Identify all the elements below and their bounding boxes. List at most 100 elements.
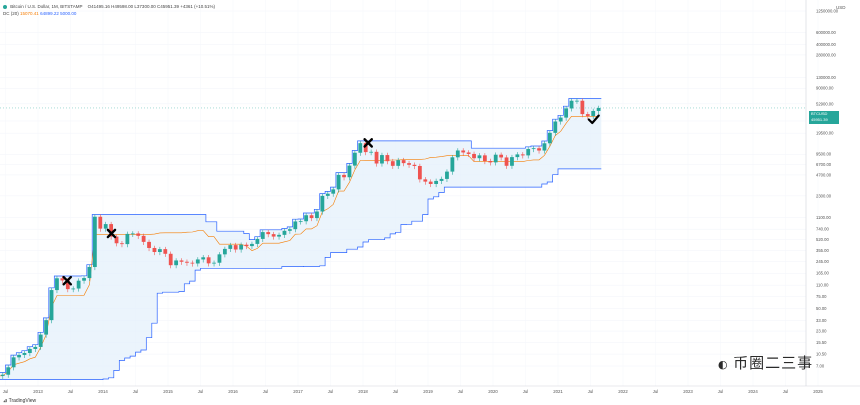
candle-body xyxy=(569,100,574,109)
candle-body xyxy=(109,224,114,237)
candle-body xyxy=(201,257,206,260)
candle-body xyxy=(17,354,21,358)
time-tick-label: Jul xyxy=(393,389,399,394)
price-tick-label: 165.00 xyxy=(816,271,829,276)
candle-body xyxy=(428,181,433,184)
candle-body xyxy=(369,151,374,153)
price-axis[interactable]: 1250000.00 600000.00 400000.00 280000.00 130… xyxy=(816,9,839,369)
candle-body xyxy=(504,157,509,166)
candle-body xyxy=(472,153,476,159)
donchian-upper-line xyxy=(0,98,602,373)
price-tick-label: 7.00 xyxy=(816,364,825,369)
candle-body xyxy=(412,164,417,166)
candle-body xyxy=(374,151,379,164)
indicator-value-upper: 64899.22 xyxy=(40,11,59,16)
candle-body xyxy=(537,148,541,151)
candle-body xyxy=(92,216,97,268)
candle-body xyxy=(575,100,579,102)
candle-body xyxy=(445,171,449,179)
ohlc-values: O41495.16 H49598.00 L37300.00 C45951.39 … xyxy=(87,4,215,9)
usd-unit-label: USD xyxy=(836,5,846,10)
price-tick-label: 75.00 xyxy=(816,294,827,299)
candle-body xyxy=(499,154,504,158)
candle-body xyxy=(466,152,471,154)
candle-body xyxy=(271,234,276,237)
time-tick-label: 2024 xyxy=(748,389,758,394)
time-tick-label: 2017 xyxy=(293,389,303,394)
candle-body xyxy=(98,216,103,229)
candle-body xyxy=(580,100,585,115)
candle-body xyxy=(304,215,309,222)
candle-body xyxy=(596,107,601,111)
candle-body xyxy=(325,193,330,196)
price-tick-label: 2300.00 xyxy=(816,193,832,198)
candle-body xyxy=(185,261,189,263)
x-mark-icon xyxy=(363,138,373,148)
candle-body xyxy=(260,232,265,239)
candle-body xyxy=(71,288,76,290)
candle-body xyxy=(22,352,27,355)
candle-body xyxy=(6,367,11,375)
candle-body xyxy=(163,249,168,254)
symbol-title[interactable]: Bitcoin / U.S. Dollar, 1M, BITSTAMP xyxy=(10,4,83,9)
candle-body xyxy=(239,244,244,250)
candles xyxy=(0,98,601,379)
candle-body xyxy=(331,189,336,194)
price-tick-label: 740.00 xyxy=(816,227,829,232)
last-price-tag: BTCUSD 45951.39 2 01 16 xyxy=(809,111,839,128)
candle-body xyxy=(0,374,5,376)
candle-body xyxy=(147,241,151,248)
tradingview-label: TradingView xyxy=(8,398,37,404)
candle-body xyxy=(434,180,439,184)
candle-body xyxy=(65,280,70,290)
indicator-name[interactable]: DC (20) xyxy=(3,11,19,16)
candle-body xyxy=(515,154,520,158)
price-tick-label: 130000.00 xyxy=(816,75,836,80)
chart-legend: Bitcoin / U.S. Dollar, 1M, BITSTAMP O414… xyxy=(3,3,215,17)
candle-body xyxy=(11,357,16,368)
candle-body xyxy=(33,346,38,349)
tradingview-logo[interactable]: ⊿ TradingView xyxy=(3,398,36,404)
price-tick-label: 90000.00 xyxy=(816,86,834,91)
candle-body xyxy=(244,244,249,247)
candle-body xyxy=(547,132,552,144)
candle-body xyxy=(439,178,444,181)
price-tick-label: 245.00 xyxy=(816,259,829,264)
wechat-icon: ◐ xyxy=(718,358,734,371)
candle-body xyxy=(179,260,184,262)
candle-body xyxy=(309,215,314,219)
candle-body xyxy=(396,160,401,166)
candle-body xyxy=(168,253,173,266)
price-tick-label: 33.00 xyxy=(816,318,827,323)
candle-body xyxy=(461,150,466,153)
time-tick-label: Jul xyxy=(328,389,334,394)
time-tick-label: Jul xyxy=(653,389,659,394)
candle-body xyxy=(293,221,298,230)
candle-body xyxy=(510,157,514,166)
candle-body xyxy=(222,248,227,255)
candle-body xyxy=(60,278,65,281)
time-tick-label: Jul xyxy=(458,389,464,394)
tradingview-icon: ⊿ xyxy=(3,398,9,404)
candle-body xyxy=(157,249,162,253)
candle-body xyxy=(38,334,43,347)
candle-body xyxy=(455,150,460,158)
candle-body xyxy=(336,174,341,190)
price-tick-label: 280000.00 xyxy=(816,52,836,57)
candle-body xyxy=(482,155,487,161)
price-tick-label: 110.00 xyxy=(816,283,829,288)
price-tick-label: 23.00 xyxy=(816,329,827,334)
time-axis[interactable]: Jul 2013 Jul 2014 Jul 2015 Jul 2016 Jul 2017 Jul 20… xyxy=(3,389,824,394)
time-tick-label: 2019 xyxy=(423,389,433,394)
candle-body xyxy=(553,121,558,133)
time-tick-label: Jul xyxy=(68,389,74,394)
price-tick-label: 50.00 xyxy=(816,306,827,311)
candle-body xyxy=(407,163,411,165)
indicator-value-lower: 5000.00 xyxy=(60,11,77,16)
price-tag-symbol: BTCUSD xyxy=(811,111,828,116)
time-tick-label: 2023 xyxy=(683,389,693,394)
candle-body xyxy=(591,110,596,116)
candle-body xyxy=(195,259,200,264)
candle-body xyxy=(82,278,86,281)
